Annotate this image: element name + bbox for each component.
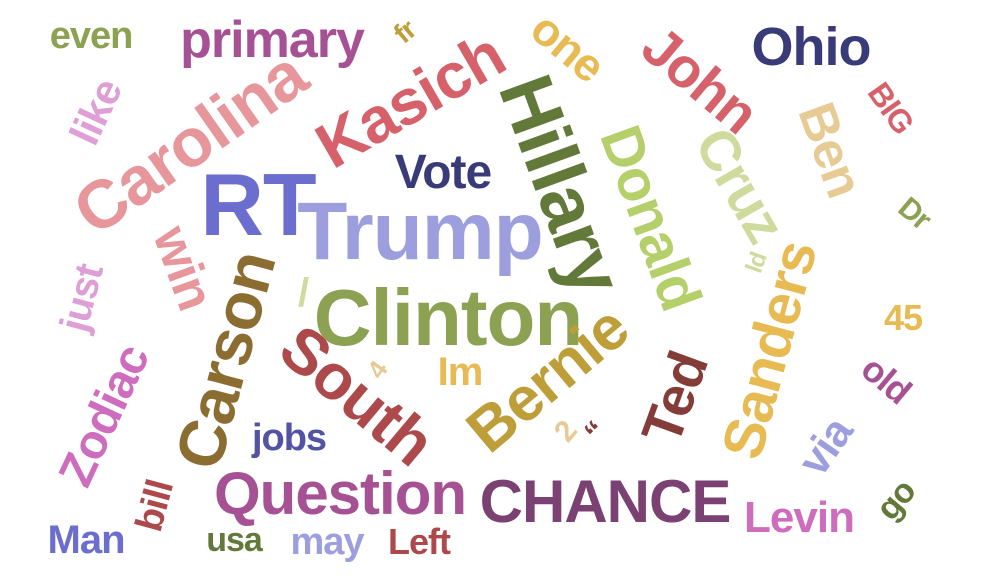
word-may: may [290, 521, 364, 563]
word-fr: fr [387, 13, 422, 50]
word-slash: / [297, 271, 309, 315]
word-question: Question [213, 460, 467, 527]
word-zodiac: Zodiac [49, 337, 160, 495]
word-john: John [630, 13, 771, 146]
word-big: BIG [860, 75, 922, 141]
word-quote: “ [576, 413, 614, 451]
word-clinton: Clinton [313, 273, 583, 362]
word-old: old [853, 347, 920, 412]
word-vote: Vote [394, 146, 492, 199]
word-jobs: jobs [251, 417, 327, 459]
word-trump: Trump [297, 186, 544, 277]
word-chance: CHANCE [479, 468, 732, 535]
word-primary: primary [180, 11, 365, 69]
word-dr: Dr [891, 190, 937, 237]
word-bill: bill [128, 475, 182, 537]
word-man: Man [47, 518, 126, 562]
word-ohio: Ohio [751, 17, 872, 77]
word-just: just [52, 259, 112, 337]
word-rt: RT [200, 155, 316, 254]
word-im: Im [437, 350, 484, 394]
word-like: like [60, 71, 131, 152]
word-ted: Ted [629, 343, 720, 453]
word-cruz: Cruz [683, 116, 798, 253]
word-levin: Levin [744, 493, 855, 542]
word-via: via [788, 408, 863, 485]
word-even: even [49, 15, 134, 57]
word-usa: usa [206, 521, 263, 559]
word-left: Left [388, 521, 451, 562]
word-45: 45 [883, 297, 923, 338]
word-2: 2 [547, 415, 584, 449]
word-ben: Ben [786, 95, 874, 205]
word-go: go [868, 472, 924, 528]
